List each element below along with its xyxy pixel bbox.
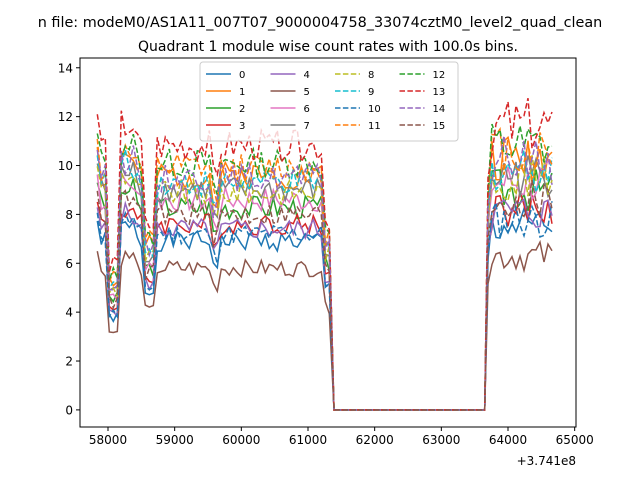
series-line-15 bbox=[96, 180, 553, 411]
x-tick-label: 61000 bbox=[289, 433, 327, 447]
legend-label: 6 bbox=[304, 104, 310, 115]
series-line-11 bbox=[96, 126, 553, 411]
x-tick-label: 58000 bbox=[89, 433, 127, 447]
legend-label: 3 bbox=[239, 121, 245, 132]
series-line-5 bbox=[96, 239, 553, 411]
y-tick-label: 0 bbox=[65, 403, 73, 417]
y-tick-label: 14 bbox=[58, 61, 73, 75]
x-axis: 58000 59000 60000 61000 62000 63000 64000 65000 bbox=[89, 427, 594, 447]
y-tick-label: 4 bbox=[65, 306, 73, 320]
plot-frame bbox=[79, 57, 577, 428]
legend-box bbox=[199, 61, 459, 142]
legend-label: 2 bbox=[239, 104, 245, 115]
legend-label: 12 bbox=[433, 70, 446, 81]
y-tick-label: 6 bbox=[65, 257, 73, 271]
x-tick-label: 59000 bbox=[156, 433, 194, 447]
x-tick-label: 60000 bbox=[222, 433, 260, 447]
x-tick-label: 65000 bbox=[556, 433, 594, 447]
x-tick-label: 64000 bbox=[489, 433, 527, 447]
series-layer bbox=[96, 98, 553, 411]
legend-label: 0 bbox=[239, 70, 245, 81]
x-tick-label: 63000 bbox=[422, 433, 460, 447]
chart-title: Quadrant 1 module wise count rates with … bbox=[138, 39, 518, 55]
legend-label: 11 bbox=[368, 121, 381, 132]
legend-label: 5 bbox=[304, 87, 310, 98]
legend-label: 10 bbox=[368, 104, 381, 115]
legend-label: 1 bbox=[239, 87, 245, 98]
x-offset-label: +3.741e8 bbox=[517, 454, 576, 468]
legend-label: 8 bbox=[368, 70, 374, 81]
chart-suptitle: n file: modeM0/AS1A11_007T07_9000004758_… bbox=[38, 15, 603, 31]
legend-label: 15 bbox=[433, 121, 446, 132]
legend-label: 14 bbox=[433, 104, 446, 115]
y-tick-label: 2 bbox=[65, 355, 73, 369]
series-line-12 bbox=[96, 123, 553, 411]
series-line-14 bbox=[96, 135, 553, 411]
legend-label: 7 bbox=[304, 121, 310, 132]
y-axis: 0 2 4 6 8 10 12 14 bbox=[58, 61, 80, 417]
series-line-10 bbox=[96, 200, 553, 411]
y-tick-label: 12 bbox=[58, 110, 73, 124]
x-tick-label: 62000 bbox=[356, 433, 394, 447]
series-line-13 bbox=[96, 98, 553, 411]
legend-label: 4 bbox=[304, 70, 310, 81]
series-line-8 bbox=[96, 155, 553, 411]
y-tick-label: 8 bbox=[65, 208, 73, 222]
y-tick-label: 10 bbox=[58, 159, 73, 173]
legend-label: 13 bbox=[433, 87, 446, 98]
legend-label: 9 bbox=[368, 87, 374, 98]
